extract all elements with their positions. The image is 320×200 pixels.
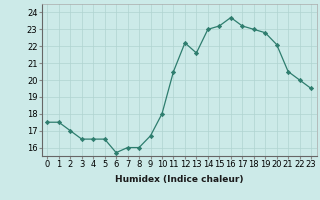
X-axis label: Humidex (Indice chaleur): Humidex (Indice chaleur) [115,175,244,184]
